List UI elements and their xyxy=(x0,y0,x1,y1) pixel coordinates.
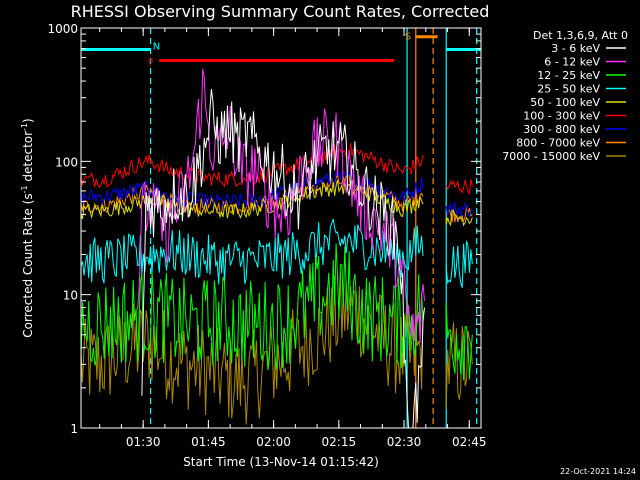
legend-header: Det 1,3,6,9, Att 0 xyxy=(533,29,628,42)
legend-label-4: 50 - 100 keV xyxy=(530,96,600,109)
y-tick-label-2: 100 xyxy=(55,155,78,169)
x-tick-label-0: 01:30 xyxy=(126,435,161,449)
y-tick-label-0: 1 xyxy=(70,422,78,436)
x-tick-label-3: 02:15 xyxy=(322,435,357,449)
x-tick-label-5: 02:45 xyxy=(452,435,487,449)
x-tick-label-2: 02:00 xyxy=(256,435,291,449)
legend-label-5: 100 - 300 keV xyxy=(523,110,600,123)
timestamp: 22-Oct-2021 14:24 xyxy=(560,467,636,476)
plot-frame xyxy=(80,27,482,429)
legend-label-2: 12 - 25 keV xyxy=(537,69,600,82)
legend-label-7: 800 - 7000 keV xyxy=(516,137,600,150)
chart-title: RHESSI Observing Summary Count Rates, Co… xyxy=(71,2,490,21)
series-line-4 xyxy=(81,179,473,227)
legend-label-3: 25 - 50 keV xyxy=(537,83,600,96)
y-tick-label-3: 1000 xyxy=(47,22,78,36)
series-line-2 xyxy=(81,243,473,381)
series-line-3 xyxy=(81,218,473,288)
annotation-n: N xyxy=(153,41,160,52)
legend-label-6: 300 - 800 keV xyxy=(523,123,600,136)
y-axis-label: Corrected Count Rate (s-1 detector-1) xyxy=(20,118,35,337)
x-axis-label: Start Time (13-Nov-14 01:15:42) xyxy=(183,455,379,469)
x-tick-label-4: 02:30 xyxy=(387,435,422,449)
y-tick-label-1: 10 xyxy=(63,289,78,303)
legend-label-1: 6 - 12 keV xyxy=(544,56,600,69)
legend-label-0: 3 - 6 keV xyxy=(551,42,600,55)
series-line-6 xyxy=(81,170,473,218)
x-tick-label-1: 01:45 xyxy=(191,435,226,449)
series-line-0 xyxy=(141,89,425,428)
legend-label-8: 7000 - 15000 keV xyxy=(502,150,600,163)
annotation-f: F xyxy=(148,58,154,69)
annotation-s: S xyxy=(405,31,411,42)
